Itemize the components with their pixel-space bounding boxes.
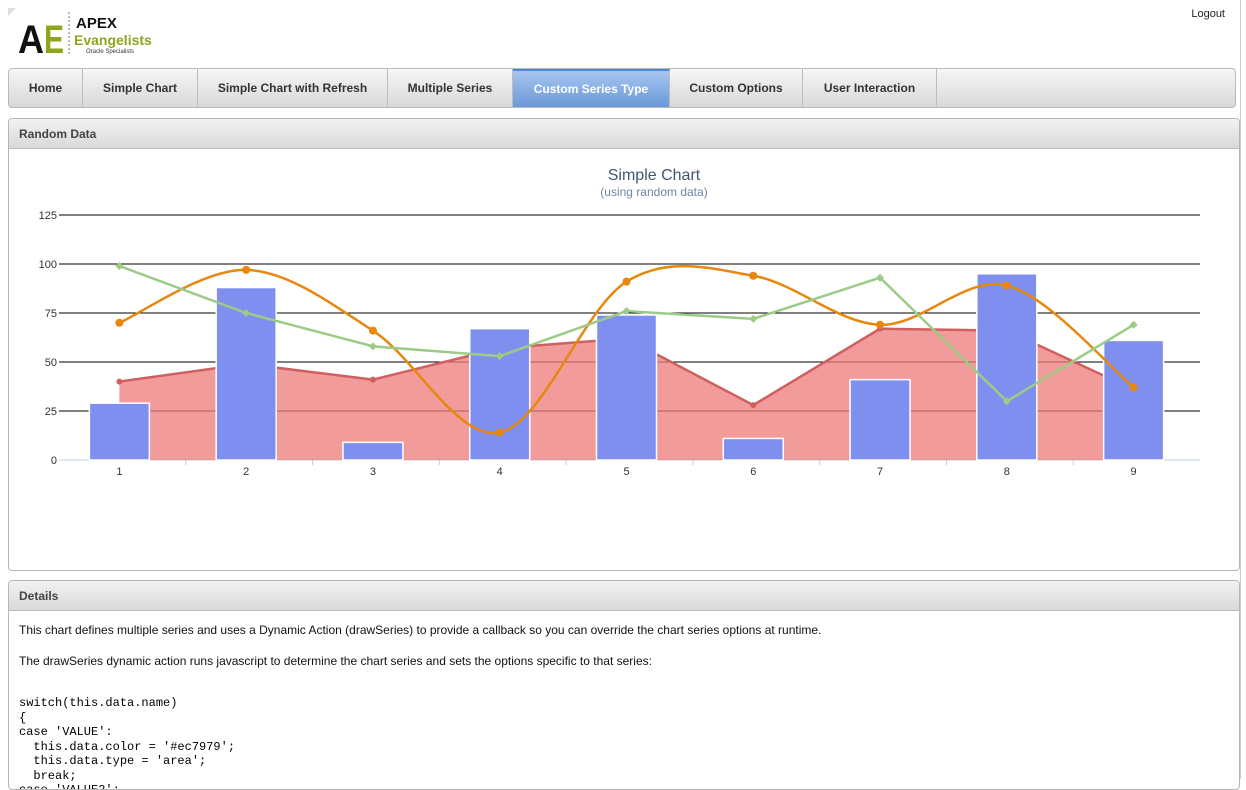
bar [88, 402, 151, 461]
bar [215, 286, 277, 461]
bar [1102, 339, 1165, 461]
x-tick-label: 2 [243, 466, 249, 478]
tab-custom-series-type[interactable]: Custom Series Type [513, 69, 670, 107]
spline-point [495, 428, 504, 437]
spline-point [749, 271, 758, 280]
bar [976, 273, 1038, 461]
tab-simple-chart-refresh[interactable]: Simple Chart with Refresh [198, 69, 388, 107]
region-title: Details [9, 581, 1239, 611]
spline-point [622, 277, 631, 286]
x-tick-label: 3 [370, 466, 376, 478]
line-point [495, 352, 504, 361]
x-tick-label: 8 [1004, 466, 1010, 478]
area-point [750, 402, 757, 409]
tab-bar: Home Simple Chart Simple Chart with Refr… [8, 68, 1236, 108]
x-tick-label: 7 [877, 466, 883, 478]
tab-custom-options[interactable]: Custom Options [670, 69, 803, 107]
line-point [368, 342, 377, 351]
area-point [369, 376, 376, 383]
y-tick-label: 100 [39, 259, 57, 271]
area-point [116, 378, 123, 385]
line-point [749, 314, 758, 323]
y-tick-label: 75 [45, 308, 57, 320]
line-point [242, 309, 251, 317]
random-data-region: Random Data Simple Chart (using random d… [8, 118, 1240, 571]
chart-subtitle: (using random data) [600, 185, 707, 199]
line-point [115, 261, 124, 270]
logout-link[interactable]: Logout [1191, 8, 1225, 20]
line-point [622, 307, 631, 316]
scrollbar[interactable] [1240, 0, 1246, 779]
x-tick-label: 5 [623, 466, 629, 478]
x-tick-label: 6 [750, 466, 756, 478]
details-paragraph: This chart defines multiple series and u… [19, 623, 822, 637]
y-tick-label: 125 [39, 210, 57, 222]
line-point [1129, 320, 1138, 329]
svg-text:A: A [18, 18, 44, 56]
tab-multiple-series[interactable]: Multiple Series [388, 69, 513, 107]
x-tick-label: 9 [1131, 466, 1137, 478]
spline-point [1002, 281, 1011, 290]
chart: Simple Chart (using random data) 0255075… [39, 167, 1200, 478]
tab-user-interaction[interactable]: User Interaction [803, 69, 937, 107]
y-tick-label: 0 [51, 455, 57, 467]
bar [342, 441, 404, 461]
tab-home[interactable]: Home [9, 69, 83, 107]
region-title: Random Data [9, 119, 1239, 149]
logo: A E APEX Evangelists Oracle Specialists [8, 8, 158, 62]
bar [722, 437, 785, 461]
line-point [1002, 397, 1011, 406]
code-block: switch(this.data.name) { case 'VALUE': t… [19, 696, 236, 790]
spline-point [876, 320, 885, 329]
spline-point [242, 265, 251, 274]
details-paragraph: The drawSeries dynamic action runs javas… [19, 654, 652, 668]
x-tick-label: 4 [497, 466, 503, 478]
spline-point [368, 326, 377, 335]
bar [468, 327, 531, 461]
svg-text:Evangelists: Evangelists [74, 32, 152, 48]
bar [849, 378, 911, 461]
line-point [876, 273, 885, 282]
svg-text:APEX: APEX [76, 15, 117, 32]
bar [595, 314, 658, 461]
chart-title: Simple Chart [608, 167, 701, 184]
tab-simple-chart[interactable]: Simple Chart [83, 69, 198, 107]
spline-series [118, 264, 1135, 435]
spline-point [115, 318, 124, 327]
y-tick-label: 50 [45, 357, 57, 369]
svg-text:Oracle Specialists: Oracle Specialists [86, 49, 134, 55]
svg-text:E: E [44, 18, 64, 56]
details-region: Details This chart defines multiple seri… [8, 580, 1240, 790]
x-tick-label: 1 [116, 466, 122, 478]
spline-point [1129, 383, 1138, 392]
y-tick-label: 25 [45, 406, 57, 418]
